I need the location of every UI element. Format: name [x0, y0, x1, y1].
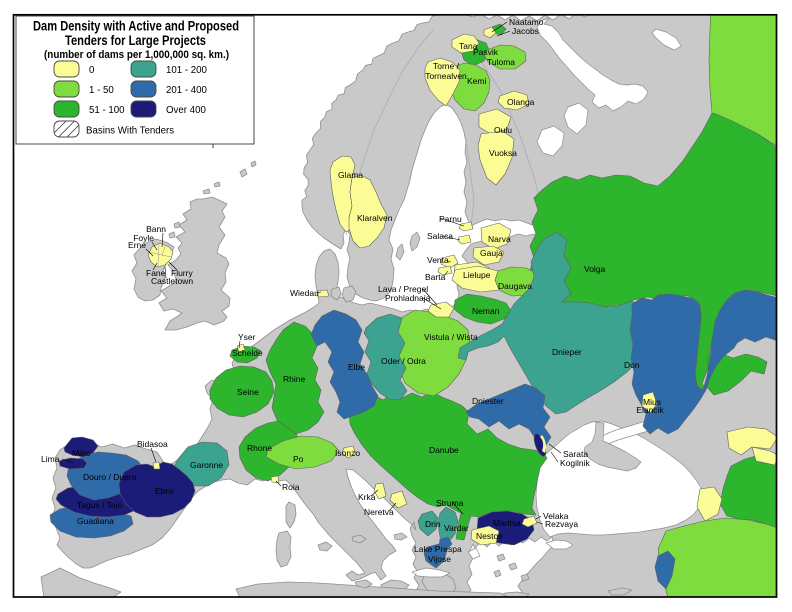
svg-text:Ebro: Ebro [155, 486, 173, 496]
svg-text:Barta: Barta [425, 272, 446, 282]
svg-text:Fane: Fane [146, 268, 166, 278]
svg-text:Lima: Lima [41, 454, 60, 464]
svg-text:Prohladnaja: Prohladnaja [385, 293, 431, 303]
svg-text:Bidasoa: Bidasoa [137, 439, 168, 449]
svg-text:0: 0 [89, 65, 95, 76]
svg-text:Vuoksa: Vuoksa [489, 148, 517, 158]
svg-text:Po: Po [293, 454, 304, 464]
svg-text:Dniester: Dniester [472, 396, 504, 406]
svg-text:Tana: Tana [459, 41, 478, 51]
svg-text:Elbe: Elbe [348, 362, 365, 372]
svg-text:(number of dams per 1,000,000: (number of dams per 1,000,000 sq. km.) [44, 49, 229, 61]
svg-text:Mius: Mius [643, 397, 661, 407]
svg-text:Naatamo: Naatamo [509, 17, 544, 27]
svg-text:Oder / Odra: Oder / Odra [381, 356, 426, 366]
svg-text:Lava / Pregel: Lava / Pregel [378, 284, 428, 294]
svg-text:Vardar: Vardar [444, 523, 469, 533]
svg-text:Don: Don [624, 360, 640, 370]
svg-text:Rhine: Rhine [283, 374, 305, 384]
svg-text:Flurry: Flurry [171, 268, 193, 278]
svg-text:Drin: Drin [425, 519, 441, 529]
svg-text:Tuloma: Tuloma [487, 57, 515, 67]
svg-text:Elancik: Elancik [636, 405, 664, 415]
svg-text:Basins With Tenders: Basins With Tenders [86, 126, 174, 137]
svg-text:Mino: Mino [72, 448, 91, 458]
svg-text:Neretva: Neretva [364, 507, 394, 517]
svg-text:Tagus / Tejo: Tagus / Tejo [77, 500, 122, 510]
svg-text:Tornealven: Tornealven [425, 71, 467, 81]
svg-text:Daugava: Daugava [498, 281, 532, 291]
svg-text:Torne /: Torne / [433, 61, 460, 71]
svg-text:Garonne: Garonne [190, 460, 223, 470]
svg-text:Vistula / Wista: Vistula / Wista [424, 332, 478, 342]
svg-text:Over 400: Over 400 [166, 105, 206, 116]
svg-text:Neman: Neman [472, 306, 500, 316]
svg-text:Glama: Glama [338, 170, 363, 180]
svg-text:Pasvik: Pasvik [473, 47, 499, 57]
svg-text:Velaka: Velaka [543, 511, 569, 521]
svg-text:1 - 50: 1 - 50 [89, 85, 114, 96]
svg-text:Olanga: Olanga [507, 97, 535, 107]
svg-text:Parnu: Parnu [439, 214, 462, 224]
svg-text:Kogilnik: Kogilnik [560, 458, 591, 468]
svg-text:51 - 100: 51 - 100 [89, 105, 125, 116]
svg-text:Vijose: Vijose [428, 554, 451, 564]
svg-text:Danube: Danube [429, 445, 459, 455]
svg-text:Lielupe: Lielupe [463, 270, 491, 280]
svg-text:Roia: Roia [282, 482, 300, 492]
svg-text:Sarata: Sarata [563, 449, 588, 459]
svg-text:Yser: Yser [238, 332, 256, 342]
svg-text:Krka: Krka [358, 492, 376, 502]
svg-text:Erne: Erne [128, 240, 146, 250]
svg-text:Tenders for Large Projects: Tenders for Large Projects [65, 33, 206, 48]
svg-text:Kemi: Kemi [467, 76, 486, 86]
svg-text:Rezvaya: Rezvaya [545, 519, 578, 529]
svg-text:Lake Prespa: Lake Prespa [414, 544, 462, 554]
svg-text:Nestos: Nestos [476, 531, 502, 541]
svg-text:Schelde: Schelde [232, 348, 263, 358]
svg-text:Gauja: Gauja [480, 248, 503, 258]
svg-text:201 - 400: 201 - 400 [166, 85, 208, 96]
svg-text:Volga: Volga [584, 264, 606, 274]
svg-text:101 - 200: 101 - 200 [166, 65, 208, 76]
svg-text:Bann: Bann [146, 224, 166, 234]
svg-text:Narva: Narva [488, 234, 511, 244]
svg-text:Douro / Duero: Douro / Duero [83, 472, 137, 482]
svg-text:Guadiana: Guadiana [77, 516, 114, 526]
svg-text:Castletown: Castletown [151, 276, 193, 286]
svg-text:Seine: Seine [237, 387, 259, 397]
svg-text:Salaca: Salaca [427, 231, 453, 241]
svg-text:Klaralven: Klaralven [357, 213, 393, 223]
svg-text:Oulu: Oulu [494, 125, 512, 135]
svg-text:Maritsa: Maritsa [493, 518, 521, 528]
svg-text:Foyle: Foyle [133, 233, 154, 243]
svg-text:Dam Density with Active and Pr: Dam Density with Active and Proposed [33, 19, 239, 34]
svg-text:Struma: Struma [436, 498, 464, 508]
svg-text:Isonzo: Isonzo [335, 448, 360, 458]
svg-text:Jacobs: Jacobs [512, 26, 539, 36]
svg-text:Dnieper: Dnieper [552, 347, 582, 357]
svg-text:Venta: Venta [427, 255, 449, 265]
svg-text:Wiedau: Wiedau [290, 288, 319, 298]
svg-text:Rhone: Rhone [247, 443, 272, 453]
